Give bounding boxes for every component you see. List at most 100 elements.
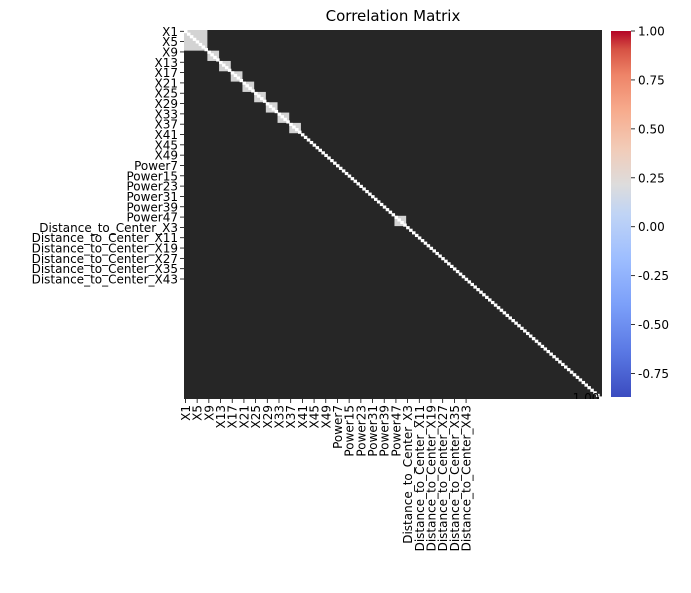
diagonal-cell: [219, 60, 223, 65]
x-tick-label-distance-to-center-x27: Distance_to_Center_X27: [436, 405, 450, 551]
y-tick-label-x25: X25: [155, 87, 179, 101]
diagonal-cell: [558, 360, 562, 364]
diagonal-cell: [432, 249, 436, 253]
diagonal-cell: [523, 329, 527, 333]
diagonal-cell: [435, 251, 439, 256]
diagonal-cell: [365, 189, 369, 194]
colorbar-tick-label: -0.25: [638, 269, 669, 283]
diagonal-cell: [555, 357, 559, 361]
y-tick-label-distance-to-center-x43: Distance_to_Center_X43: [32, 273, 178, 287]
x-tick-label-x21: X21: [237, 405, 251, 429]
diagonal-cell: [490, 300, 495, 305]
diagonal-cell: [417, 236, 422, 240]
y-tick-label-distance-to-center-x27: Distance_to_Center_X27: [32, 252, 178, 266]
x-tick-label-x5: X5: [191, 405, 205, 421]
diagonal-cell: [198, 42, 203, 47]
x-tick-label-power7: Power7: [331, 405, 345, 449]
diagonal-cell: [488, 298, 492, 302]
diagonal-cell: [379, 202, 384, 207]
diagonal-cell: [575, 375, 580, 379]
diagonal-cell: [450, 264, 454, 268]
x-tick-label-x29: X29: [261, 405, 275, 429]
diagonal-cell: [245, 84, 249, 88]
diagonal-cell: [409, 228, 413, 232]
diagonal-cell: [356, 182, 360, 186]
diagonal-cell: [260, 97, 264, 101]
diagonal-cell: [587, 386, 591, 390]
diagonal-cell: [371, 195, 375, 199]
diagonal-cell: [347, 174, 352, 178]
diagonal-cell: [479, 290, 483, 294]
diagonal-cell: [186, 32, 191, 36]
y-tick-label-x13: X13: [155, 56, 179, 70]
x-tick-label-x37: X37: [284, 405, 298, 429]
x-tick-label-power47: Power47: [389, 405, 403, 457]
diagonal-cell: [438, 254, 442, 258]
diagonal-cell: [552, 355, 556, 359]
diagonal-cell: [286, 120, 290, 124]
diagonal-cell: [403, 223, 407, 227]
diagonal-cell: [300, 133, 305, 137]
diagonal-cell: [505, 313, 510, 318]
diagonal-cell: [298, 130, 302, 134]
diagonal-cell: [374, 197, 378, 201]
y-tick-label-power31: Power31: [126, 190, 178, 204]
colorbar-tick-label: 0.25: [638, 171, 665, 185]
diagonal-cell: [315, 146, 320, 150]
x-tick-label-power23: Power23: [354, 405, 368, 457]
diagonal-cell: [382, 205, 387, 209]
diagonal-cell: [265, 102, 270, 106]
diagonal-cell: [391, 213, 396, 217]
diagonal-cell: [564, 365, 568, 369]
diagonal-cell: [222, 63, 226, 67]
diagonal-cell: [388, 210, 393, 214]
diagonal-cell: [499, 308, 504, 312]
x-tick-label-x41: X41: [296, 405, 310, 429]
diagonal-cell: [590, 388, 594, 392]
diagonal-cell: [254, 91, 258, 96]
diagonal-cell: [537, 342, 542, 346]
diagonal-cell: [470, 282, 474, 287]
diagonal-cell: [461, 275, 466, 279]
diagonal-cell: [344, 171, 349, 176]
diagonal-cell: [292, 125, 296, 129]
diagonal-cell: [204, 48, 208, 52]
colorbar-tick-label: -0.75: [638, 367, 669, 381]
x-tick-label-x45: X45: [308, 405, 322, 429]
diagonal-cell: [467, 280, 472, 284]
y-tick-label-x45: X45: [155, 138, 179, 152]
x-tick-label-x9: X9: [202, 405, 216, 421]
diagonal-cell: [400, 220, 404, 225]
diagonal-cell: [412, 231, 416, 235]
x-tick-label-x25: X25: [249, 405, 263, 429]
y-tick-label-x1: X1: [162, 25, 178, 39]
x-tick-label-distance-to-center-x19: Distance_to_Center_X19: [425, 405, 439, 551]
diagonal-cell: [578, 378, 583, 382]
y-tick-label-power39: Power39: [126, 200, 178, 214]
diagonal-cell: [531, 337, 536, 341]
diagonal-cell: [224, 66, 229, 70]
diagonal-cell: [303, 135, 308, 139]
diagonal-cell: [251, 89, 255, 93]
diagonal-cell: [230, 71, 235, 75]
diagonal-cell: [210, 53, 214, 57]
x-tick-label-power31: Power31: [366, 405, 380, 457]
diagonal-cell: [283, 117, 287, 121]
diagonal-cell: [502, 311, 507, 315]
colorbar-tick-label: 0.50: [638, 122, 665, 136]
x-tick-label-distance-to-center-x11: Distance_to_Center_X11: [413, 405, 427, 551]
diagonal-cell: [581, 380, 586, 385]
diagonal-cell: [394, 215, 398, 219]
diagonal-cell: [482, 293, 486, 297]
colorbar: [611, 31, 631, 397]
diagonal-cell: [452, 267, 457, 271]
diagonal-cell: [569, 370, 574, 374]
colorbar-tick-label: 0.75: [638, 73, 665, 87]
diagonal-cell: [359, 184, 363, 189]
y-tick-label-distance-to-center-x19: Distance_to_Center_X19: [32, 242, 178, 256]
y-tick-label-power15: Power15: [126, 169, 178, 183]
diagonal-cell: [599, 396, 602, 399]
heatmap-area: 1.00: [184, 30, 602, 399]
x-tick-label-power39: Power39: [378, 405, 392, 457]
